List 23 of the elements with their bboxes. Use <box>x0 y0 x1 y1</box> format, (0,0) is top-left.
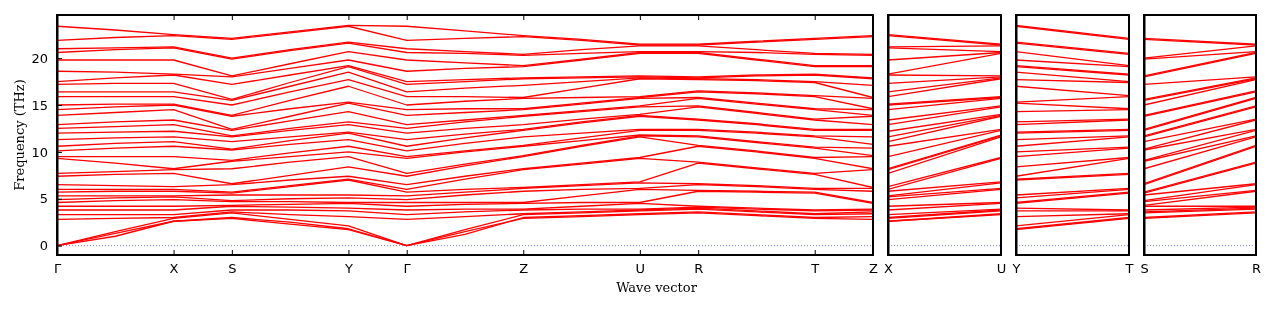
x-tick-label: Z <box>519 261 529 277</box>
y-tick-label: 15 <box>31 97 48 113</box>
x-tick-label: Y <box>343 261 353 277</box>
x-tick-label: Γ <box>53 261 62 277</box>
x-tick-label: U <box>635 261 646 277</box>
x-tick-label: U <box>996 261 1007 277</box>
x-tick-label: T <box>1124 261 1134 277</box>
x-tick-label: T <box>810 261 820 277</box>
y-axis-title: Frequency (THz) <box>12 79 27 191</box>
x-axis-title: Wave vector <box>616 280 698 295</box>
y-tick-label: 20 <box>31 50 48 66</box>
x-tick-label: R <box>1251 261 1262 277</box>
x-tick-label: Y <box>1011 261 1021 277</box>
x-tick-label: S <box>1140 261 1149 277</box>
y-tick-label: 0 <box>39 238 48 254</box>
y-tick-label: 10 <box>31 144 48 160</box>
x-tick-label: X <box>884 261 894 277</box>
y-tick-label: 5 <box>39 191 48 207</box>
x-tick-label: Γ <box>403 261 412 277</box>
x-tick-label: X <box>169 261 179 277</box>
x-tick-label: S <box>228 261 237 277</box>
x-tick-label: R <box>694 261 704 277</box>
x-tick-label: Z <box>869 261 879 277</box>
